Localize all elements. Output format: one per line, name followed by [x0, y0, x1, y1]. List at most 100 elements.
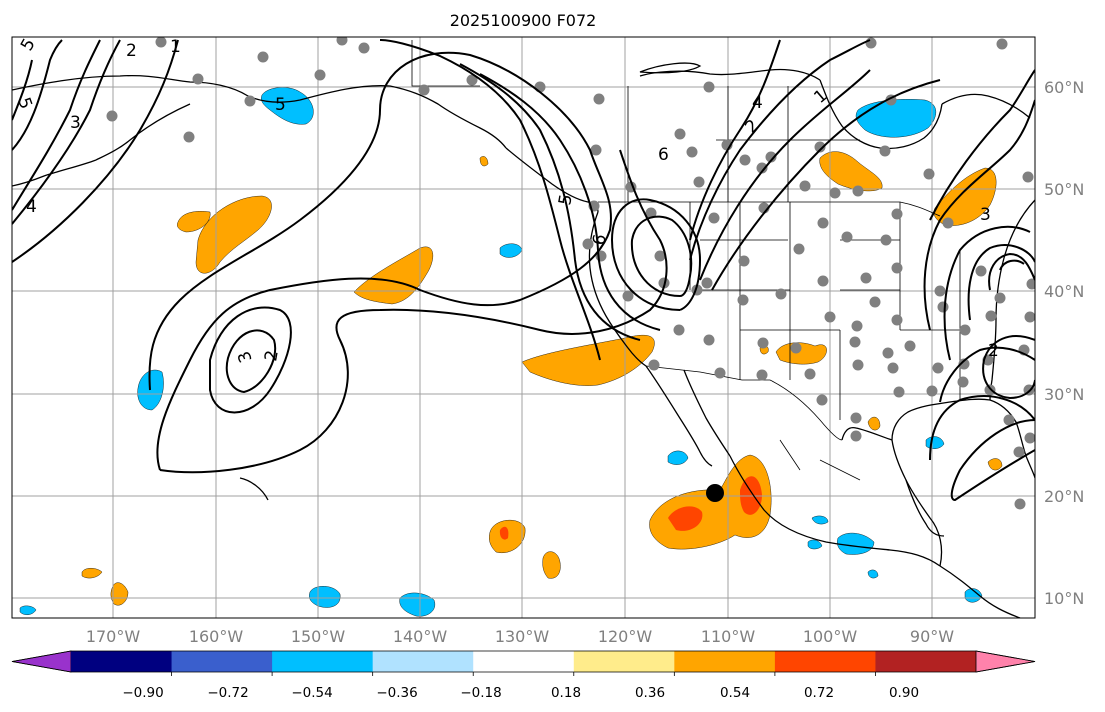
lat-label: 60°N [1044, 78, 1084, 97]
contour-ridge-1 [689, 39, 871, 261]
station-dot [817, 275, 829, 287]
contour-trough-5 [630, 215, 693, 297]
colorbar-tick: 0.54 [720, 685, 750, 701]
coast-aleutians [12, 159, 97, 187]
contour-trough-1 [379, 39, 601, 361]
contour-label: 2 [126, 41, 137, 61]
station-dot [887, 362, 899, 374]
station-dot [817, 217, 829, 229]
latitude-labels: 60°N 50°N 40°N 30°N 20°N 10°N [1044, 78, 1084, 608]
positive-area-oregon [479, 156, 489, 167]
colorbar-segment [674, 651, 776, 672]
station-dot [926, 385, 938, 397]
negative-area-mexico-2 [807, 539, 823, 550]
station-dot [739, 154, 751, 166]
colorbar-segment [573, 651, 675, 672]
lat-label: 30°N [1044, 385, 1084, 404]
contour-label: 2 [988, 341, 999, 361]
lon-label: 110°W [701, 627, 756, 646]
station-dot [693, 176, 705, 188]
station-markers [106, 37, 1035, 510]
colorbar-tick: −0.36 [376, 685, 417, 701]
contour-eastern-loop [929, 395, 1035, 461]
station-dot [904, 340, 916, 352]
station-dot [937, 301, 949, 313]
positive-area-tropical-4 [81, 568, 103, 579]
lon-label: 120°W [598, 627, 653, 646]
station-dot [466, 74, 478, 86]
station-dot [686, 146, 698, 158]
contour-label: 4 [26, 197, 37, 217]
positive-area-gulf-2 [987, 458, 1003, 471]
coast-baja [645, 365, 713, 467]
colorbar-tick: 0.36 [635, 685, 665, 701]
colorbar [11, 650, 1036, 676]
contour-east-3 [967, 244, 1035, 321]
contour-east-1 [923, 99, 1035, 331]
positive-area-texas [775, 342, 827, 365]
positive-area-tropical-3 [110, 582, 129, 606]
negative-area-pacific-5 [667, 450, 689, 465]
colorbar-tick: −0.90 [122, 685, 163, 701]
coast-island-1 [639, 62, 702, 74]
station-dot [841, 231, 853, 243]
contour-trough-2 [459, 63, 641, 341]
station-dot [852, 359, 864, 371]
contour-east-2 [943, 225, 1031, 361]
lat-label: 40°N [1044, 282, 1084, 301]
coast-hudson-bay [819, 79, 943, 150]
coast-island-2 [239, 477, 269, 501]
contour-low-west-1 [12, 39, 121, 225]
contour-se-3 [939, 346, 1035, 403]
coast-central-america [939, 565, 1021, 618]
station-dot [851, 320, 863, 332]
station-dot [957, 376, 969, 388]
coast-alaska [12, 74, 507, 149]
lon-label: 130°W [495, 627, 550, 646]
contour-label: 2 [261, 349, 283, 363]
station-dot [1013, 446, 1025, 458]
station-dot [790, 342, 802, 354]
station-dot [923, 168, 935, 180]
contour-se-2 [950, 419, 1035, 502]
contour-pacific-outer [159, 149, 668, 474]
station-dot [708, 212, 720, 224]
contour-low-west-3 [12, 39, 63, 151]
contour-pacific-high-core-3 [225, 329, 277, 394]
negative-area-alaska [261, 87, 314, 125]
station-dot [155, 37, 167, 48]
station-dot [674, 128, 686, 140]
station-dot [984, 384, 996, 396]
colorbar-segment [71, 651, 173, 672]
station-dot [1022, 171, 1034, 183]
positive-area-great-lakes [819, 151, 883, 192]
colorbar-tick: 0.90 [889, 685, 919, 701]
colorbar-tick-labels: −0.90 −0.72 −0.54 −0.36 −0.18 0.18 0.36 … [122, 685, 919, 701]
station-dot [932, 362, 944, 374]
station-dot [860, 272, 872, 284]
lon-label: 160°W [189, 627, 244, 646]
station-dot [756, 162, 768, 174]
colorbar-segment [272, 651, 374, 672]
station-dot [849, 336, 861, 348]
positive-area-west-mexico-core [668, 506, 703, 531]
contour-ridge-4 [689, 39, 781, 241]
negative-area-hudson [855, 99, 937, 138]
station-dot [648, 359, 660, 371]
station-dot [869, 296, 881, 308]
station-dot [1003, 414, 1015, 426]
station-dot [1014, 498, 1026, 510]
station-dot [1024, 432, 1035, 444]
contour-label: 1 [170, 37, 181, 57]
station-dot [645, 207, 657, 219]
lat-label: 50°N [1044, 180, 1084, 199]
station-dot [358, 42, 370, 54]
lon-label: 140°W [393, 627, 448, 646]
contour-low-west-4 [12, 59, 33, 121]
station-dot [893, 386, 905, 398]
colorbar-segment [774, 651, 876, 672]
colorbar-tick: −0.18 [460, 685, 501, 701]
station-dot [590, 144, 602, 156]
positive-area-gulf [867, 416, 881, 431]
